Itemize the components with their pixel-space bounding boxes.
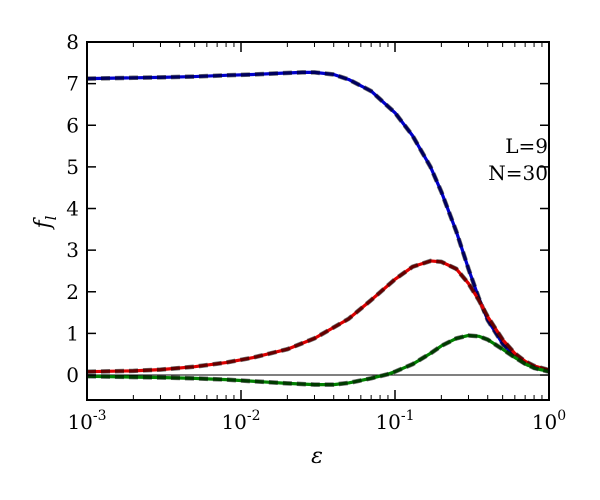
plot-layer xyxy=(87,70,549,387)
annotation-l: L=9 xyxy=(505,134,548,158)
x-tick-label: 10-3 xyxy=(67,408,106,434)
y-tick-label: 8 xyxy=(66,30,79,54)
series-line-1 xyxy=(87,259,549,374)
y-tick-label: 5 xyxy=(66,155,79,179)
y-tick-label: 7 xyxy=(66,72,79,96)
y-tick-label: 4 xyxy=(66,197,79,221)
y-tick-label: 0 xyxy=(66,363,79,387)
axes-layer: 0 1 2 3 4 5 6 7 8 10-3 10-2 10-1 100 xyxy=(66,30,566,434)
y-tick-label: 1 xyxy=(66,321,79,345)
series-dashed-line-0 xyxy=(87,70,549,374)
plot-frame xyxy=(86,41,550,401)
x-tick-label: 100 xyxy=(532,408,566,434)
series-line-2 xyxy=(87,333,549,387)
y-tick-label: 3 xyxy=(66,238,79,262)
x-axis-title: ε xyxy=(311,444,323,469)
series-dashed-line-1 xyxy=(87,258,549,374)
x-tick-label: 10-2 xyxy=(221,408,260,434)
series-dashed-line-2 xyxy=(87,333,549,387)
series-line-0 xyxy=(87,70,549,373)
annotation-n: N=30 xyxy=(488,161,548,185)
y-tick-label: 6 xyxy=(66,113,79,137)
x-tick-label: 10-1 xyxy=(375,408,414,434)
y-tick-label: 2 xyxy=(66,280,79,304)
y-axis-title: fl xyxy=(31,215,60,230)
